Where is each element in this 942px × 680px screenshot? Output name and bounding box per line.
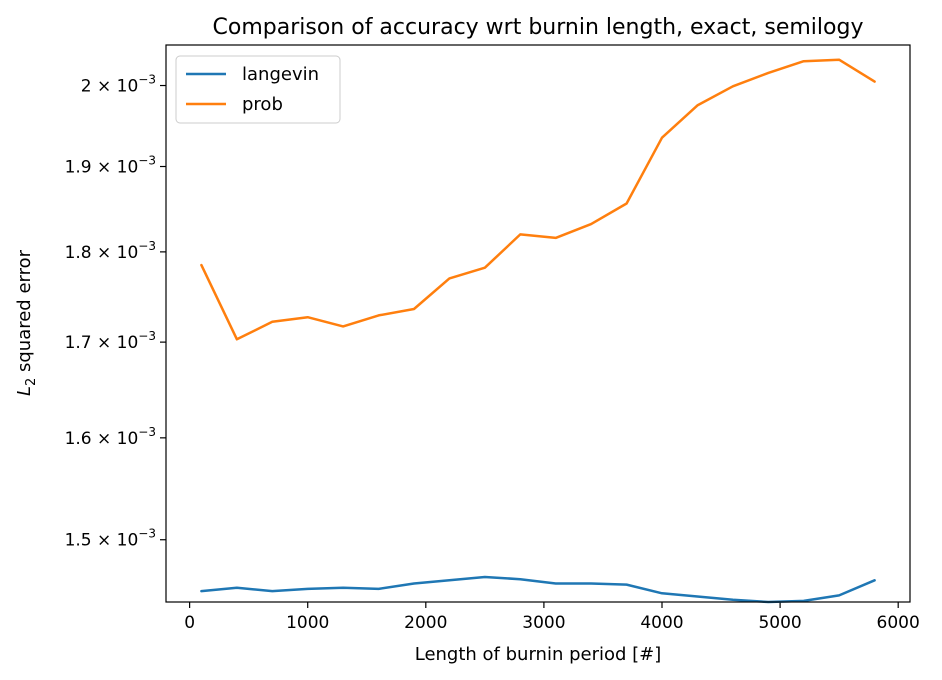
legend: langevin prob <box>175 55 341 124</box>
y-axis-label: L2 squared error <box>14 249 39 396</box>
x-tick-label: 1000 <box>286 613 329 633</box>
plot-frame <box>165 44 911 603</box>
x-axis-label: Length of burnin period [#] <box>415 644 662 665</box>
y-tick-exponent: −3 <box>138 239 156 253</box>
y-axis-label-subscript: 2 <box>24 378 39 386</box>
y-tick-label: 1.6 × 10−3 <box>65 425 156 449</box>
y-tick-label: 1.8 × 10−3 <box>65 239 156 263</box>
x-tick-label: 2000 <box>404 613 447 633</box>
y-tick-mantissa: 1.5 × 10 <box>65 531 139 551</box>
legend-label-langevin: langevin <box>242 64 319 85</box>
x-tick-label: 0 <box>184 613 195 633</box>
legend-label-prob: prob <box>242 94 283 115</box>
x-tick-label: 4000 <box>640 613 683 633</box>
x-tick-label: 6000 <box>877 613 920 633</box>
series-line-prob <box>200 58 876 341</box>
y-tick-exponent: −3 <box>138 154 156 168</box>
y-tick-mantissa: 1.9 × 10 <box>65 158 139 178</box>
y-tick-mantissa: 2 × 10 <box>81 77 139 97</box>
x-tick-label: 5000 <box>758 613 801 633</box>
y-axis-label-text: squared error <box>14 249 35 377</box>
y-tick-exponent: −3 <box>138 329 156 343</box>
y-tick-label: 1.9 × 10−3 <box>65 154 156 178</box>
y-tick-mantissa: 1.6 × 10 <box>65 429 139 449</box>
series-line-langevin <box>200 575 876 604</box>
series-layer <box>200 58 876 604</box>
y-tick-mantissa: 1.8 × 10 <box>65 243 139 263</box>
y-tick-label: 2 × 10−3 <box>81 73 156 97</box>
y-axis-label-symbol: L <box>14 386 35 396</box>
y-tick-exponent: −3 <box>138 527 156 541</box>
y-tick-mantissa: 1.7 × 10 <box>65 333 139 353</box>
y-tick-exponent: −3 <box>138 425 156 439</box>
x-tick-label: 3000 <box>522 613 565 633</box>
y-tick-label: 1.5 × 10−3 <box>65 527 156 551</box>
y-tick-label: 1.7 × 10−3 <box>65 329 156 353</box>
chart-title: Comparison of accuracy wrt burnin length… <box>213 15 864 40</box>
x-axis-ticks: 0 1000 2000 3000 4000 5000 6000 <box>184 602 920 633</box>
y-axis-ticks: 1.5 × 10−31.6 × 10−31.7 × 10−31.8 × 10−3… <box>65 73 166 551</box>
y-tick-exponent: −3 <box>138 73 156 87</box>
